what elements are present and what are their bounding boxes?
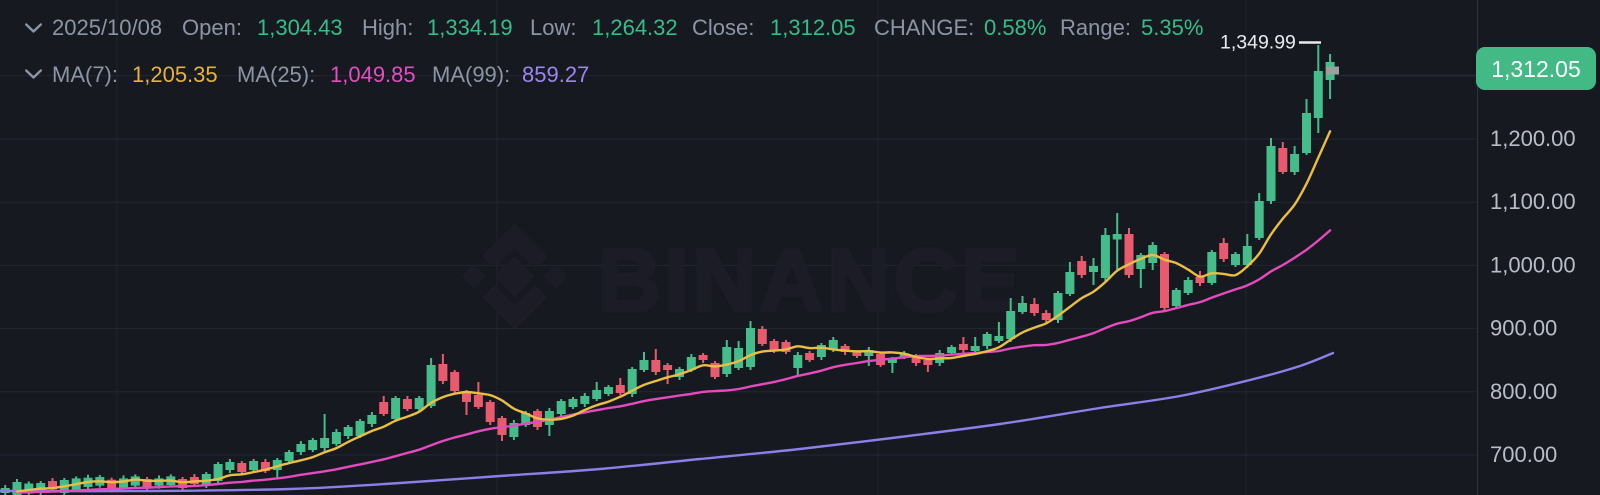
svg-text:1,000.00: 1,000.00 [1490, 252, 1576, 277]
svg-text:BINANCE: BINANCE [597, 230, 1023, 330]
svg-text:1,312.05: 1,312.05 [1491, 56, 1581, 82]
svg-text:900.00: 900.00 [1490, 316, 1557, 341]
svg-text:1,349.99: 1,349.99 [1220, 32, 1296, 54]
svg-text:700.00: 700.00 [1490, 442, 1557, 467]
svg-text:800.00: 800.00 [1490, 379, 1557, 404]
svg-text:1,200.00: 1,200.00 [1490, 126, 1576, 151]
svg-text:1,100.00: 1,100.00 [1490, 189, 1576, 214]
